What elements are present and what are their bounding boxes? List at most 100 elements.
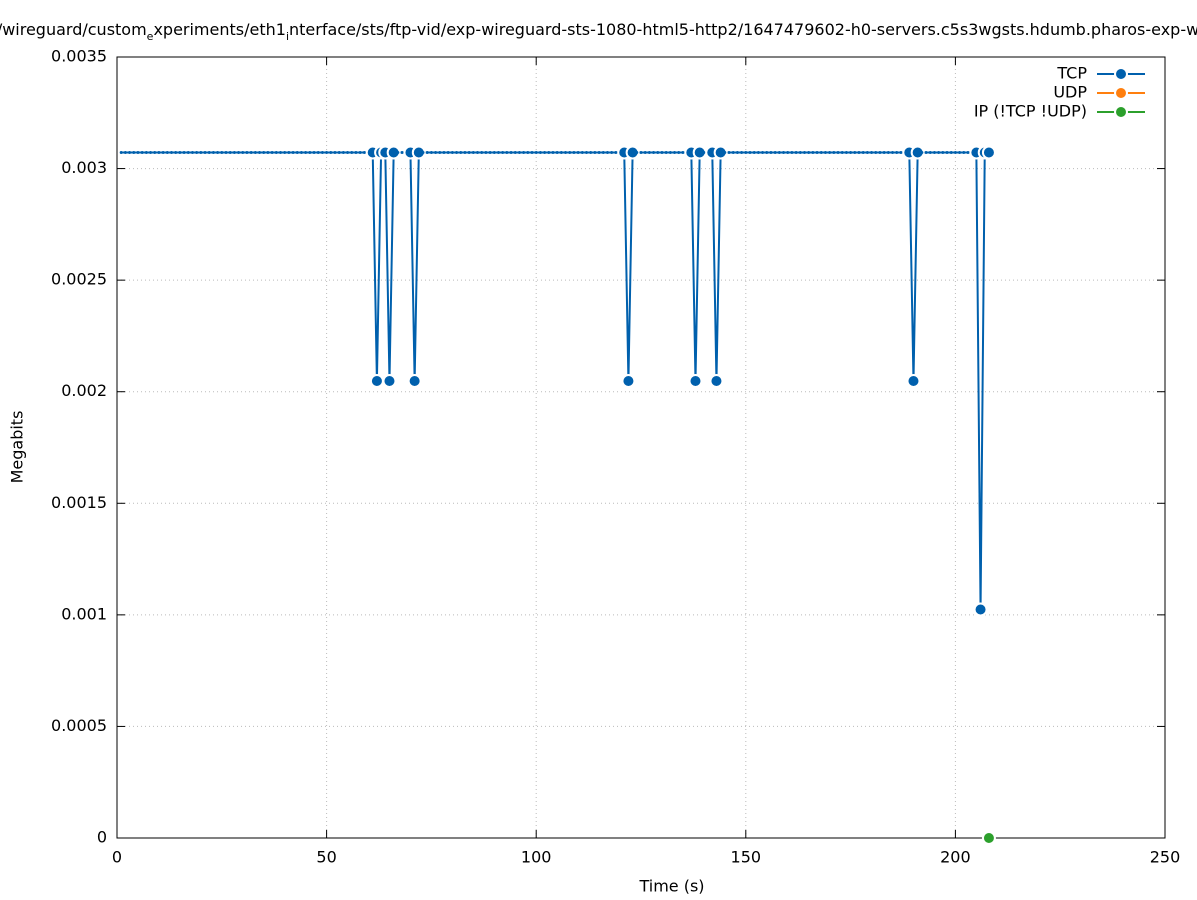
data-point xyxy=(369,374,384,389)
data-point xyxy=(815,151,819,155)
x-tick-label: 100 xyxy=(521,848,552,867)
data-point xyxy=(320,151,324,155)
data-point xyxy=(274,151,278,155)
data-point xyxy=(538,151,542,155)
data-point xyxy=(123,151,127,155)
data-point xyxy=(735,151,739,155)
data-point xyxy=(981,831,996,845)
data-point xyxy=(136,151,140,155)
data-point xyxy=(400,151,404,155)
data-point xyxy=(973,602,988,617)
x-tick-label: 50 xyxy=(316,848,336,867)
title-part: i xyxy=(286,30,289,43)
data-point xyxy=(899,151,903,155)
data-point xyxy=(128,151,132,155)
data-point xyxy=(245,151,249,155)
plot-border xyxy=(116,56,1166,839)
data-point xyxy=(270,151,274,155)
data-point xyxy=(455,151,459,155)
data-point xyxy=(790,151,794,155)
series-line xyxy=(121,151,989,610)
y-tick-label: 0 xyxy=(97,828,107,847)
data-point xyxy=(585,151,589,155)
legend-label: TCP xyxy=(1056,64,1087,83)
data-point xyxy=(429,151,433,155)
data-point xyxy=(216,151,220,155)
data-point xyxy=(681,151,685,155)
data-point xyxy=(287,151,291,155)
data-point xyxy=(295,151,299,155)
data-point xyxy=(425,151,429,155)
data-point xyxy=(941,151,945,155)
data-point xyxy=(621,374,636,389)
data-point xyxy=(656,151,660,155)
x-axis-label: Time (s) xyxy=(638,877,704,896)
y-tick-label: 0.001 xyxy=(61,604,107,623)
data-point xyxy=(605,151,609,155)
data-point xyxy=(782,151,786,155)
data-point xyxy=(547,151,551,155)
data-point xyxy=(350,151,354,155)
data-point xyxy=(165,151,169,155)
data-point xyxy=(153,151,157,155)
data-point xyxy=(966,151,970,155)
data-point xyxy=(480,151,484,155)
data-point xyxy=(471,151,475,155)
data-point xyxy=(639,151,643,155)
data-point xyxy=(551,151,555,155)
data-point xyxy=(333,151,337,155)
data-point xyxy=(920,151,924,155)
data-point xyxy=(341,151,345,155)
y-tick-label: 0.0015 xyxy=(51,493,107,512)
x-tick-label: 0 xyxy=(112,848,122,867)
data-point xyxy=(593,151,597,155)
data-point xyxy=(434,151,438,155)
data-point xyxy=(906,374,921,389)
data-point xyxy=(740,151,744,155)
data-point xyxy=(958,151,962,155)
data-point xyxy=(874,151,878,155)
title-part: nterface/sts/ftp-vid/exp-wireguard-sts-1… xyxy=(289,20,1197,39)
x-tick-label: 150 xyxy=(731,848,762,867)
data-point xyxy=(299,151,303,155)
data-point xyxy=(895,151,899,155)
data-point xyxy=(635,151,639,155)
data-point xyxy=(312,151,316,155)
data-point xyxy=(589,151,593,155)
data-point xyxy=(237,151,241,155)
data-point xyxy=(190,151,194,155)
data-point xyxy=(870,151,874,155)
data-point xyxy=(232,151,236,155)
y-tick-label: 0.0035 xyxy=(51,47,107,66)
data-point xyxy=(731,151,735,155)
data-point xyxy=(407,374,422,389)
data-point xyxy=(396,151,400,155)
data-point xyxy=(195,151,199,155)
data-point xyxy=(713,145,728,160)
data-point xyxy=(132,151,136,155)
y-tick-label: 0.002 xyxy=(61,381,107,400)
data-point xyxy=(756,151,760,155)
y-axis-label: Megabits xyxy=(8,411,27,484)
data-point xyxy=(702,151,706,155)
data-point xyxy=(786,151,790,155)
data-point xyxy=(463,151,467,155)
data-point xyxy=(522,151,526,155)
data-point xyxy=(199,151,203,155)
data-point xyxy=(207,151,211,155)
data-point xyxy=(492,151,496,155)
data-point xyxy=(228,151,232,155)
legend-marker xyxy=(1114,105,1128,119)
data-point xyxy=(857,151,861,155)
data-point xyxy=(568,151,572,155)
data-point xyxy=(643,151,647,155)
data-point xyxy=(459,151,463,155)
data-point xyxy=(811,151,815,155)
data-point xyxy=(119,151,123,155)
data-point xyxy=(891,151,895,155)
data-point xyxy=(149,151,153,155)
data-point xyxy=(304,151,308,155)
legend-label: IP (!TCP !UDP) xyxy=(974,102,1087,121)
